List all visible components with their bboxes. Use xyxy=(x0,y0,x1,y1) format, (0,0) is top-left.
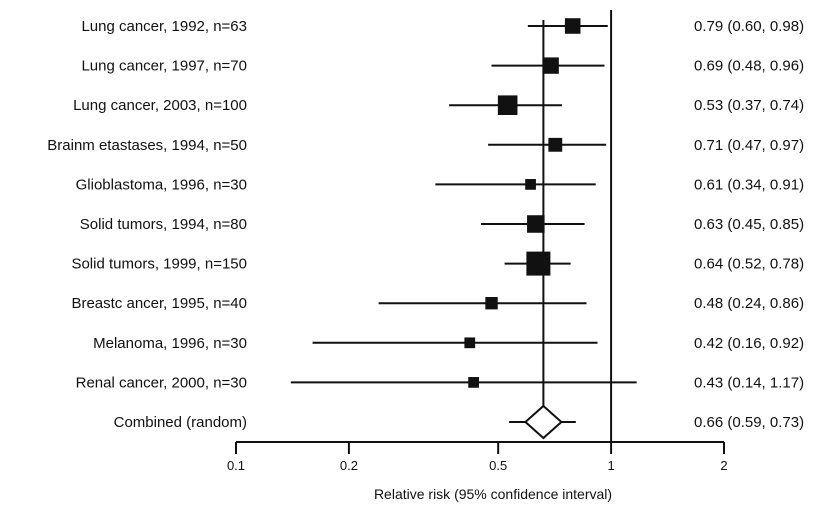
point-estimate-marker xyxy=(497,95,518,115)
study-label: Brainm etastases, 1994, n=50 xyxy=(47,137,247,154)
point-estimate-marker xyxy=(527,215,545,233)
ci-text: 0.43 (0.14, 1.17) xyxy=(694,374,804,391)
study-label: Solid tumors, 1999, n=150 xyxy=(71,256,247,273)
study-row: Lung cancer, 2003, n=100 0.53 (0.37, 0.74… xyxy=(73,95,804,115)
study-row: Melanoma, 1996, n=30 0.42 (0.16, 0.92) xyxy=(93,335,804,352)
study-label: Solid tumors, 1994, n=80 xyxy=(80,216,247,233)
ci-text: 0.42 (0.16, 0.92) xyxy=(694,335,804,352)
x-tick-label: 0.2 xyxy=(340,458,358,473)
ci-text: 0.79 (0.60, 0.98) xyxy=(694,18,804,35)
study-row: Brainm etastases, 1994, n=50 0.71 (0.47, … xyxy=(47,137,804,154)
combined-row: Combined (random) 0.66 (0.59, 0.73) xyxy=(114,404,804,440)
ci-text: 0.64 (0.52, 0.78) xyxy=(694,256,804,273)
study-row: Solid tumors, 1994, n=80 0.63 (0.45, 0.85… xyxy=(80,215,804,233)
study-label: Breastc ancer, 1995, n=40 xyxy=(71,295,247,312)
study-row: Lung cancer, 1992, n=63 0.79 (0.60, 0.98) xyxy=(81,18,804,35)
ci-text: 0.48 (0.24, 0.86) xyxy=(694,295,804,312)
ci-text: 0.61 (0.34, 0.91) xyxy=(694,176,804,193)
point-estimate-marker xyxy=(464,337,476,349)
point-estimate-marker xyxy=(542,57,559,74)
study-label: Glioblastoma, 1996, n=30 xyxy=(76,176,247,193)
study-row: Solid tumors, 1999, n=150 0.64 (0.52, 0.7… xyxy=(71,251,804,276)
study-row: Lung cancer, 1997, n=70 0.69 (0.48, 0.96) xyxy=(81,57,804,75)
ci-text: 0.63 (0.45, 0.85) xyxy=(694,216,804,233)
x-tick-label: 2 xyxy=(720,458,727,473)
ci-text: 0.69 (0.48, 0.96) xyxy=(694,58,804,75)
study-row: Breastc ancer, 1995, n=40 0.48 (0.24, 0.8… xyxy=(71,295,804,312)
point-estimate-marker xyxy=(564,18,581,34)
study-label: Lung cancer, 2003, n=100 xyxy=(73,97,247,114)
point-estimate-marker xyxy=(526,251,551,276)
x-tick-label: 0.5 xyxy=(489,458,507,473)
study-label: Lung cancer, 1992, n=63 xyxy=(81,18,247,35)
point-estimate-marker xyxy=(548,137,563,152)
point-estimate-marker xyxy=(525,179,536,190)
x-tick-label: 1 xyxy=(607,458,614,473)
ci-text: 0.71 (0.47, 0.97) xyxy=(694,137,804,154)
study-label: Lung cancer, 1997, n=70 xyxy=(81,58,247,75)
study-row: Renal cancer, 2000, n=30 0.43 (0.14, 1.17… xyxy=(76,374,804,391)
point-estimate-marker xyxy=(485,297,498,310)
x-axis-title: Relative risk (95% confidence interval) xyxy=(374,486,612,502)
combined-ci-text: 0.66 (0.59, 0.73) xyxy=(694,414,804,431)
study-label: Melanoma, 1996, n=30 xyxy=(93,335,247,352)
combined-diamond xyxy=(523,404,563,440)
study-row: Glioblastoma, 1996, n=30 0.61 (0.34, 0.91… xyxy=(76,176,804,193)
x-tick-label: 0.1 xyxy=(227,458,245,473)
combined-label: Combined (random) xyxy=(114,414,247,431)
point-estimate-marker xyxy=(468,377,479,388)
study-label: Renal cancer, 2000, n=30 xyxy=(76,374,247,391)
ci-text: 0.53 (0.37, 0.74) xyxy=(694,97,804,114)
